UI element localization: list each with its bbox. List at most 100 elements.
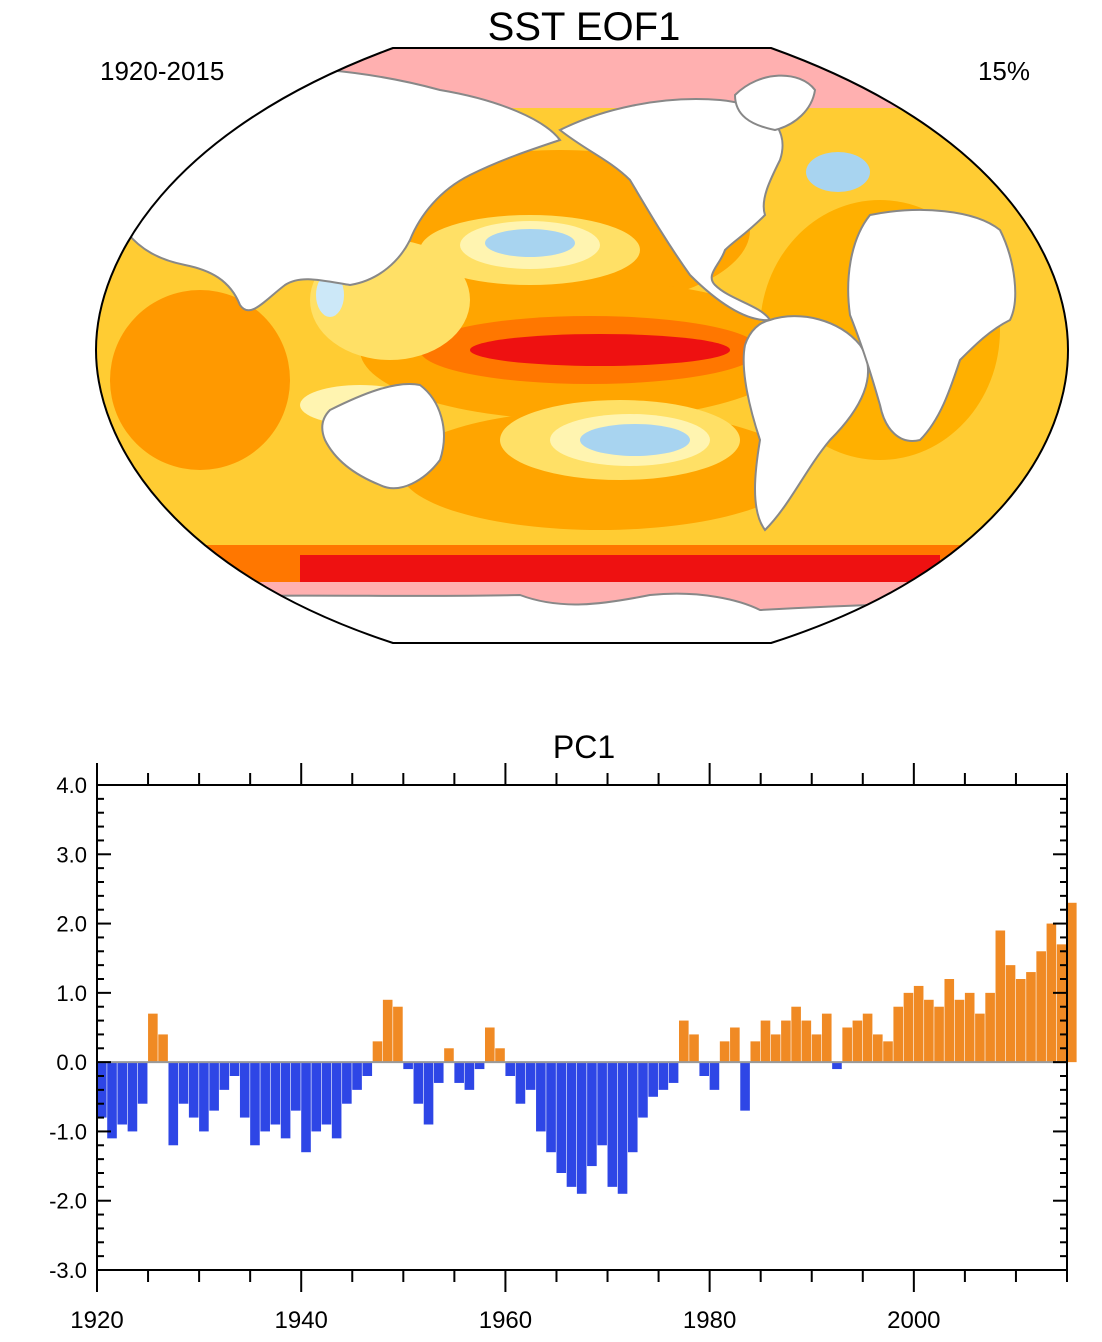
y-tick-label: 2.0 [56,912,87,937]
north-pacific-negative [485,229,575,257]
pc1-bar-1924 [137,1062,148,1104]
pc1-bar-2009 [1005,965,1016,1063]
pc1-bar-1986 [770,1034,781,1063]
pc1-bar-1954 [444,1048,454,1063]
pc1-bar-1922 [117,1062,128,1125]
x-axis: 1920 1940 1960 1980 2000 [70,763,1068,1334]
pc1-bar-1932 [219,1062,230,1090]
pc1-bar-1997 [883,1041,893,1063]
pc1-bar-1977 [679,1020,689,1063]
pc1-bar-1966 [566,1062,577,1187]
pc1-bar-1948 [382,999,393,1063]
pc1-series-bars [97,902,1077,1194]
pc1-bar-1982 [730,1027,740,1063]
pc1-bar-1984 [750,1041,761,1063]
x-tick-label: 1920 [70,1307,123,1334]
pc1-bar-2007 [985,992,995,1063]
pc1-bar-1945 [352,1062,362,1090]
y-axis: -3.0 -2.0 -1.0 0.0 1.0 2.0 3.0 4.0 [49,773,1067,1283]
pc1-bar-1992 [832,1062,842,1070]
pc1-bar-1983 [740,1062,750,1111]
pc1-bar-1931 [209,1062,219,1111]
map-period-label: 1920-2015 [100,56,224,86]
pc1-bar-1925 [148,1013,158,1063]
south-pacific-negative [580,424,690,456]
pc1-bar-1981 [719,1041,730,1063]
pc1-bar-1940 [301,1062,311,1153]
pc1-bar-1962 [525,1062,536,1090]
pc-title: PC1 [553,729,615,765]
pc1-bar-1943 [331,1062,342,1139]
pc1-bar-2000 [913,985,924,1063]
pc1-bar-1944 [342,1062,352,1104]
pc1-bar-1959 [495,1048,505,1063]
pc1-bar-2008 [995,930,1006,1063]
pc1-bar-1942 [321,1062,332,1125]
pc1-bar-1953 [433,1062,444,1083]
pc1-bar-2012 [1036,951,1046,1063]
pc1-bar-1974 [648,1062,658,1097]
pc1-bar-1965 [556,1062,567,1173]
pc1-bar-1975 [658,1062,669,1090]
pc1-bar-1998 [893,1006,904,1063]
pc1-bar-1930 [199,1062,209,1132]
pc1-bar-1937 [270,1062,281,1125]
equatorial-pacific-red [470,334,730,366]
map-title: SST EOF1 [488,5,681,49]
x-tick-label: 1940 [275,1307,328,1334]
pc1-bar-2005 [964,992,975,1063]
pc1-bar-2003 [944,979,955,1063]
pc1-bar-1973 [638,1062,648,1118]
y-tick-label: -2.0 [49,1189,87,1214]
southern-ocean-red [300,555,940,583]
x-tick-label: 2000 [887,1307,940,1334]
pc1-bar-1939 [291,1062,301,1111]
pc1-bar-1928 [178,1062,189,1104]
y-tick-label: 1.0 [56,981,87,1006]
pc1-bar-1971 [617,1062,628,1194]
arctic-pale [96,48,1068,108]
pc1-bar-1958 [485,1027,495,1063]
pc1-bar-1938 [280,1062,291,1139]
pc1-bar-1926 [158,1034,168,1063]
pc1-bar-1946 [362,1062,373,1076]
pc1-bar-1956 [464,1062,475,1090]
pc1-bar-1949 [393,1006,403,1063]
greenland-land [733,74,817,132]
pc1-bar-1978 [689,1034,699,1063]
south-america-land [742,315,870,532]
pc1-bar-1980 [709,1062,720,1090]
y-tick-label: -1.0 [49,1119,87,1144]
pc1-bar-1923 [127,1062,138,1132]
pc1-bar-1934 [239,1062,250,1118]
y-tick-label: -3.0 [49,1258,87,1283]
pc1-bar-1941 [311,1062,322,1132]
pc1-bar-2006 [975,1013,985,1063]
map-variance-label: 15% [978,56,1030,86]
indian-ocean-warm [110,290,290,470]
pc1-bar-1993 [842,1027,852,1063]
pc1-bar-1963 [536,1062,546,1132]
south-china-sea-negative [316,273,344,317]
pc1-bar-2011 [1026,972,1036,1063]
pc1-bar-1929 [188,1062,199,1118]
pc1-bar-1947 [372,1041,383,1063]
pc1-bar-2004 [954,999,965,1063]
pc1-bar-1969 [597,1062,607,1146]
pc1-bar-1989 [801,1020,812,1063]
y-tick-label: 4.0 [56,773,87,798]
pc1-bar-1950 [403,1062,413,1070]
pc1-bar-1933 [229,1062,240,1076]
antarctica-land [96,592,1068,643]
pc1-bar-1972 [627,1062,638,1153]
pc1-bar-1952 [423,1062,434,1125]
pc1-bar-1988 [791,1006,801,1063]
pc1-bar-1935 [250,1062,260,1146]
y-tick-label: 0.0 [56,1050,87,1075]
pc1-bar-2001 [924,999,934,1063]
pc1-bar-1985 [760,1020,771,1063]
pc1-bar-1996 [873,1034,883,1063]
pc1-bar-1955 [454,1062,464,1083]
north-atlantic-negative [806,152,870,192]
